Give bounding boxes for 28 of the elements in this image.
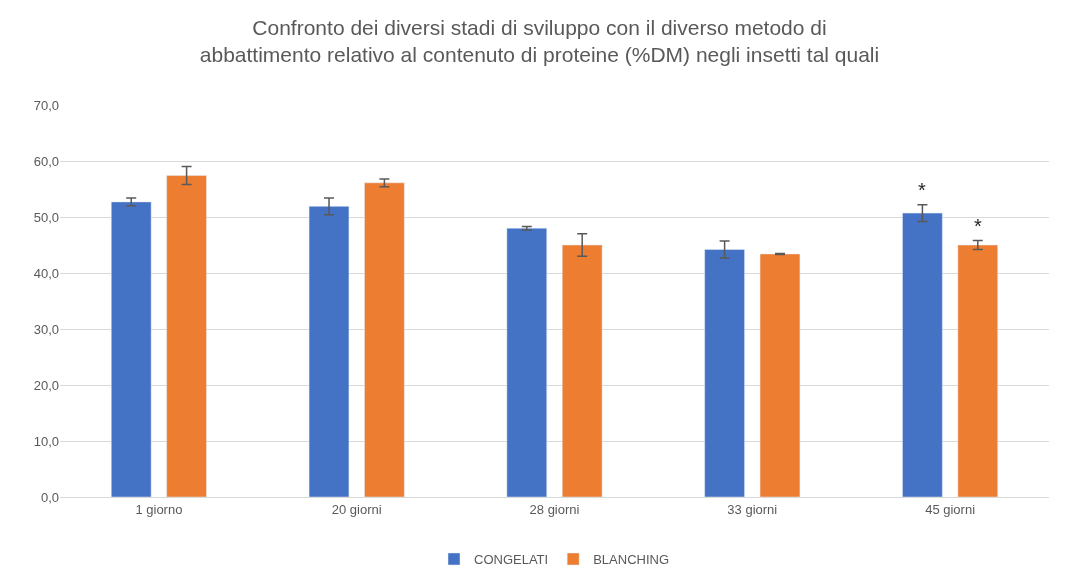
bar (364, 182, 405, 497)
bar (704, 249, 745, 497)
y-tick-label: 60,0 (33, 153, 59, 169)
y-tick-label: 0,0 (40, 489, 59, 505)
y-tick-label: 70,0 (33, 97, 59, 113)
bar (506, 227, 547, 497)
x-tick-label: 20 giorni (331, 501, 382, 517)
annotation: * (918, 179, 926, 201)
legend-label: BLANCHING (593, 552, 670, 568)
chart-title: Confronto dei diversi stadi di sviluppo con il diverso metodo di abbattimento relativo al contenuto di proteine (%DM) negli insetti tal quali (199, 16, 880, 67)
y-tick-label: 10,0 (33, 433, 59, 449)
bar (166, 175, 207, 497)
x-tick-label: 1 giorno (135, 501, 183, 517)
bar (902, 212, 943, 497)
bar (957, 244, 998, 497)
bar (759, 253, 801, 497)
y-tick-label: 50,0 (33, 209, 59, 225)
x-tick-label: 28 giorni (529, 501, 580, 517)
legend-label: CONGELATI (474, 552, 549, 568)
bar (111, 201, 152, 497)
y-tick-label: 30,0 (33, 321, 59, 337)
annotation: * (974, 215, 982, 237)
x-tick-label: 33 giorni (727, 501, 778, 517)
bar (308, 206, 350, 497)
bar (562, 244, 603, 497)
y-tick-label: 40,0 (33, 265, 59, 281)
x-tick-label: 45 giorni (925, 501, 976, 517)
y-tick-label: 20,0 (33, 377, 59, 393)
